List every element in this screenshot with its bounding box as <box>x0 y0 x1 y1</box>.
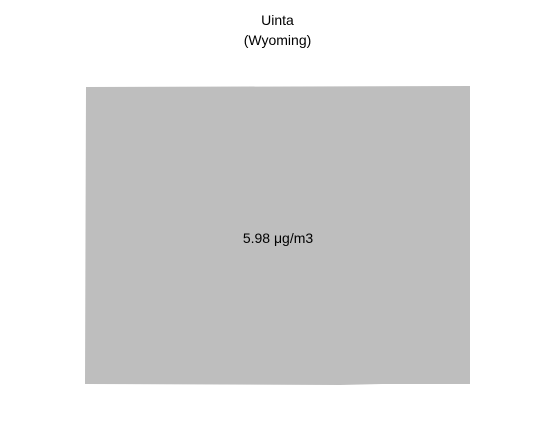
region-name: Uinta <box>261 12 294 28</box>
state-label: (Wyoming) <box>243 32 312 48</box>
county-shape-uinta <box>85 86 470 385</box>
county-value-label: 5.98 μg/m3 <box>242 230 314 246</box>
map-title: Uinta (Wyoming) <box>0 10 555 50</box>
